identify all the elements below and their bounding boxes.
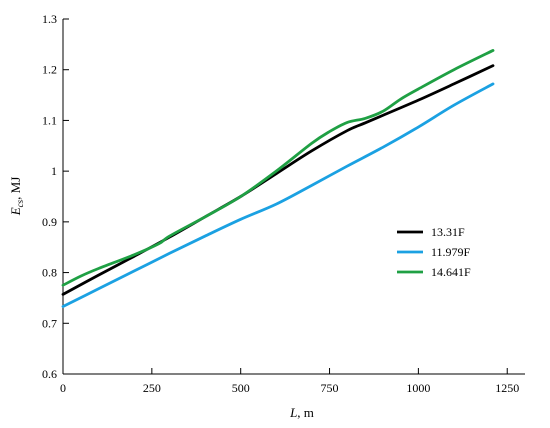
y-tick-label: 0.7 xyxy=(42,316,57,330)
y-tick-label: 1.2 xyxy=(42,63,57,77)
x-tick-label: 250 xyxy=(143,381,161,395)
x-tick-label: 500 xyxy=(232,381,250,395)
y-tick-label: 0.9 xyxy=(42,215,57,229)
x-tick-label: 1250 xyxy=(495,381,519,395)
legend: 13.31F 11.979F 14.641F xyxy=(397,225,471,279)
series-line-1 xyxy=(61,82,495,308)
legend-label-2: 14.641F xyxy=(431,265,471,279)
x-tick-label: 1000 xyxy=(406,381,430,395)
x-axis-var: L xyxy=(289,405,297,420)
y-tick-label: 1.3 xyxy=(42,12,57,26)
x-axis-title: L, m xyxy=(289,405,314,420)
x-tick-label: 750 xyxy=(321,381,339,395)
y-axis-subscript: cs xyxy=(15,199,25,207)
legend-label-1: 11.979F xyxy=(431,245,471,259)
y-tick-label: 0.8 xyxy=(42,266,57,280)
series-line-0 xyxy=(61,64,495,296)
y-tick-label: 1.1 xyxy=(42,113,57,127)
y-axis-unit: , MJ xyxy=(8,177,23,200)
series-line-2 xyxy=(61,49,495,287)
x-axis-unit: , m xyxy=(297,405,314,420)
y-axis-var: E xyxy=(8,207,23,216)
x-tick-label: 0 xyxy=(60,381,66,395)
legend-label-0: 13.31F xyxy=(431,225,465,239)
y-tick-label: 0.6 xyxy=(42,367,57,381)
y-tick-label: 1 xyxy=(51,164,57,178)
y-axis-title: Ecs, MJ xyxy=(8,177,25,217)
